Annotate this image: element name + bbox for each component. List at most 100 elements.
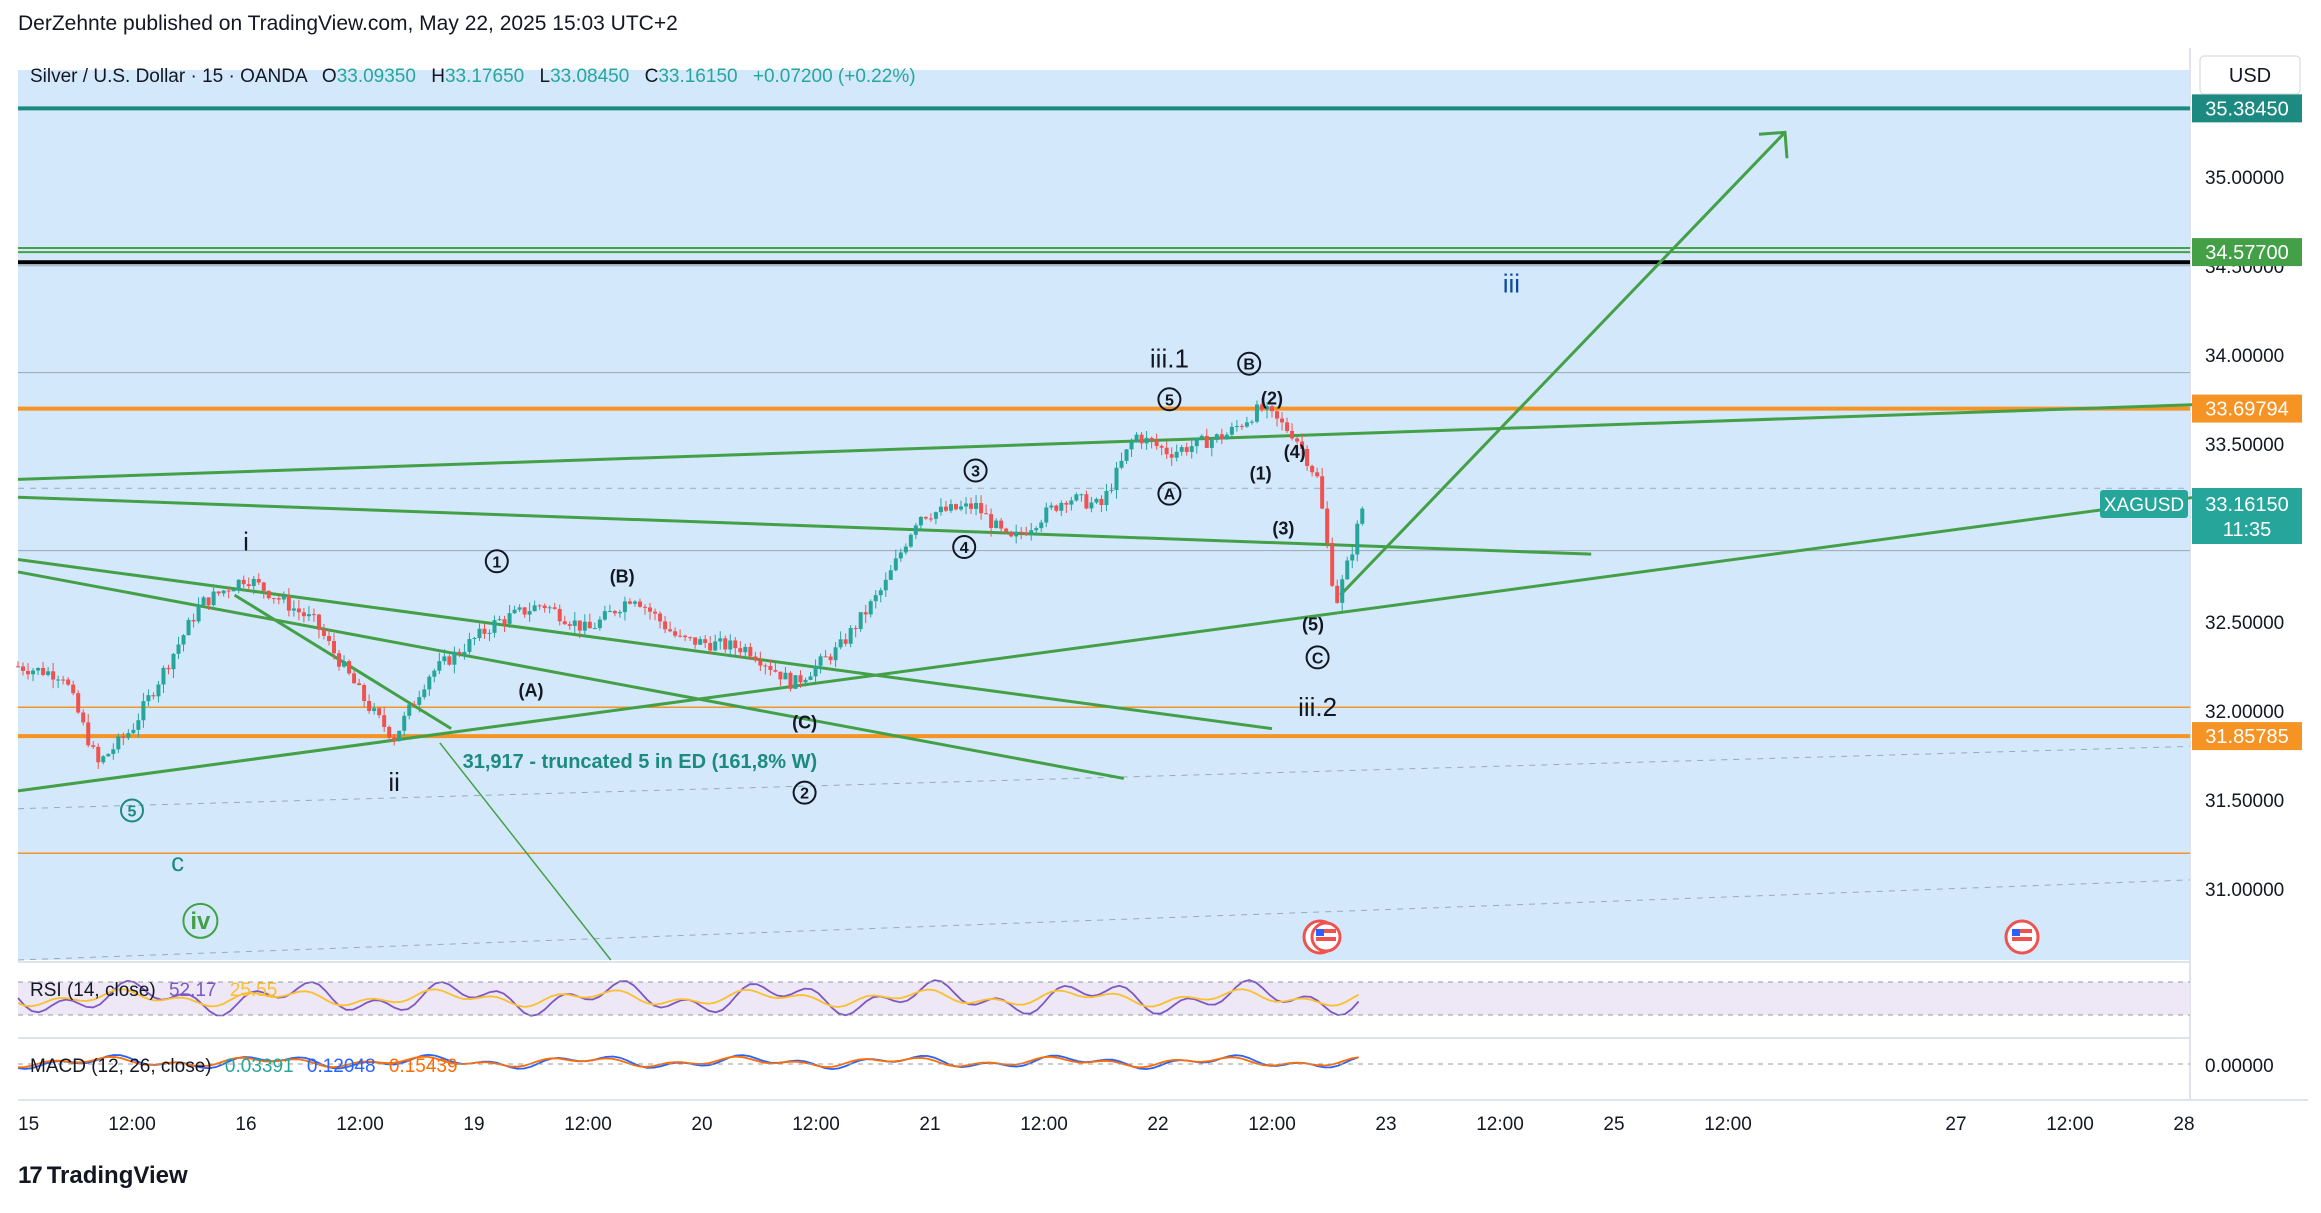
ohlc-legend: Silver / U.S. Dollar · 15 · OANDA O33.09…	[30, 66, 916, 87]
candle-body	[76, 693, 81, 713]
candle-body	[632, 601, 637, 604]
x-tick-label: 21	[919, 1114, 940, 1135]
candle-body	[246, 584, 251, 587]
trendline[interactable]	[17, 570, 1125, 780]
candle-body	[71, 684, 76, 694]
candle-body	[1300, 441, 1305, 449]
candle-body	[1355, 523, 1360, 555]
wave-label: (5)	[1302, 615, 1324, 635]
rsi-ma-value: 25.55	[230, 980, 278, 1001]
us-flag-icon[interactable]	[1302, 919, 1342, 955]
candle-body	[748, 646, 753, 657]
candle-body	[953, 504, 958, 510]
candle-body	[587, 621, 592, 629]
candle-body	[718, 638, 723, 642]
price-level-value: 35.38450	[2205, 98, 2288, 120]
trendline[interactable]	[439, 742, 612, 961]
x-tick-label: 22	[1147, 1114, 1168, 1135]
rsi-ma-line	[17, 988, 1360, 1008]
target-arrow[interactable]	[1339, 131, 1787, 597]
candle-body	[868, 601, 873, 615]
candle-body	[1064, 502, 1069, 505]
candle-body	[1184, 447, 1189, 452]
circled-wave-marker	[1237, 351, 1262, 376]
candle-body	[146, 695, 151, 702]
candle-body	[1089, 502, 1094, 509]
candle-body	[326, 635, 331, 642]
x-tick-label: 12:00	[108, 1114, 156, 1135]
y-tick-label: 33.50000	[2205, 435, 2284, 456]
candle-body	[1295, 438, 1300, 442]
candle-body	[948, 504, 953, 511]
candle-body	[532, 605, 537, 612]
candle-body	[838, 639, 843, 648]
candle-body	[542, 605, 547, 609]
candle-body	[1074, 494, 1079, 501]
candle-body	[1335, 585, 1340, 603]
candle-body	[1259, 404, 1264, 410]
rsi-value: 52.17	[169, 980, 217, 1001]
candle-body	[1204, 435, 1209, 448]
us-flag-icon[interactable]	[2004, 919, 2040, 955]
trendline[interactable]	[17, 558, 1273, 731]
candle-body	[1275, 411, 1280, 419]
candle-body	[1270, 406, 1274, 412]
candle-body	[477, 628, 482, 639]
candle-body	[738, 648, 743, 653]
candle-body	[878, 590, 883, 596]
candle-body	[46, 671, 51, 675]
candle-body	[497, 619, 502, 621]
candle-body	[111, 749, 116, 754]
candle-body	[1219, 434, 1224, 440]
candle-body	[592, 628, 597, 630]
circled-wave-label: C	[1312, 650, 1324, 667]
candle-body	[1079, 494, 1084, 496]
trendline[interactable]	[17, 403, 2196, 481]
candle-body	[893, 558, 898, 571]
candle-body	[527, 611, 532, 615]
candle-body	[678, 635, 683, 637]
candle-body	[51, 671, 56, 680]
candle-body	[768, 665, 773, 671]
footer-brand: 17 TradingView	[18, 1162, 188, 1190]
candle-body	[1305, 448, 1310, 466]
candle-body	[1350, 554, 1355, 561]
candle-body	[357, 683, 362, 686]
candle-body	[903, 546, 908, 553]
price-level-tag	[2192, 722, 2302, 751]
candle-body	[1004, 528, 1009, 532]
dashed-trendline	[17, 879, 2191, 961]
candle-body	[547, 607, 552, 609]
x-tick-label: 27	[1945, 1114, 1966, 1135]
candle-body	[1119, 460, 1124, 468]
candle-body	[818, 656, 823, 666]
x-tick-label: 28	[2173, 1114, 2194, 1135]
candle-body	[151, 695, 156, 697]
signal-line	[17, 1055, 1359, 1069]
candle-body	[969, 503, 974, 509]
candle-body	[427, 676, 432, 690]
candle-body	[763, 665, 768, 667]
trendline[interactable]	[17, 495, 1592, 556]
candle-body	[141, 701, 146, 721]
candle-body	[1099, 498, 1104, 506]
price-level-tag	[2192, 238, 2302, 267]
circled-wave-marker	[952, 535, 977, 560]
trendline[interactable]	[17, 495, 2196, 793]
candle-body	[251, 578, 256, 587]
rsi-band	[18, 982, 2190, 1015]
candle-body	[708, 643, 713, 651]
candle-body	[1114, 467, 1119, 490]
candle-body	[698, 639, 703, 645]
candle-body	[387, 726, 392, 738]
candle-body	[1209, 439, 1214, 448]
candle-body	[567, 624, 572, 626]
currency-box[interactable]	[2199, 55, 2301, 95]
candle-body	[101, 756, 106, 763]
candle-body	[1345, 560, 1350, 580]
candle-body	[683, 635, 688, 638]
candle-body	[858, 612, 863, 630]
candle-body	[422, 689, 427, 698]
